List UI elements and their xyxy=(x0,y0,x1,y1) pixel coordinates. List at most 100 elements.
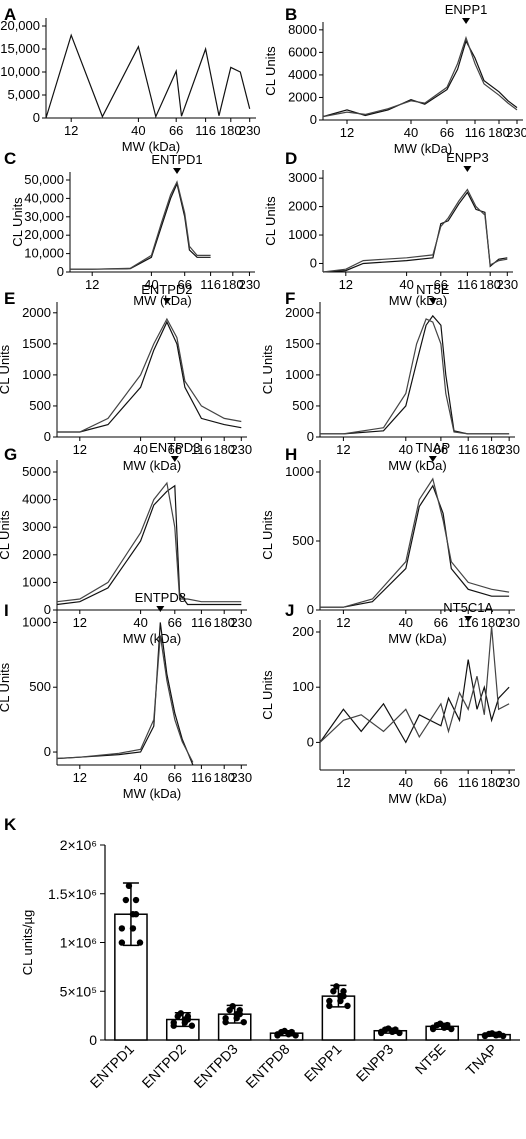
y-tick-label: 2×10⁶ xyxy=(60,837,97,853)
x-tick-label: 12 xyxy=(73,770,87,785)
y-tick-label: 1.5×10⁶ xyxy=(48,886,97,902)
data-point xyxy=(344,1002,351,1010)
category-label: NT5E xyxy=(412,1041,449,1078)
series-line xyxy=(322,188,508,273)
x-axis-title: MW (kDa) xyxy=(123,786,182,801)
category-label: ENPP3 xyxy=(353,1041,397,1085)
y-axis-title: CL Units xyxy=(10,197,25,247)
y-axis-title: CL Units xyxy=(260,344,275,394)
series-line xyxy=(322,39,518,118)
x-tick-label: 66 xyxy=(168,442,182,457)
data-point xyxy=(122,896,130,904)
y-tick-label: 2000 xyxy=(22,547,51,562)
x-tick-label: 230 xyxy=(498,615,520,630)
x-tick-label: 40 xyxy=(399,775,413,790)
category-label: ENTPD1 xyxy=(87,1041,138,1092)
y-axis-title: CL Units xyxy=(260,510,275,560)
y-axis-title: CL Units xyxy=(263,46,278,96)
peak-arrowhead xyxy=(173,168,182,174)
y-tick-label: 0 xyxy=(44,744,51,759)
x-tick-label: 180 xyxy=(481,615,503,630)
x-tick-label: 40 xyxy=(144,277,158,292)
y-tick-label: 1×10⁶ xyxy=(60,935,97,951)
y-tick-label: 20,000 xyxy=(0,18,40,33)
x-tick-label: 116 xyxy=(458,442,479,457)
x-tick-label: 180 xyxy=(222,277,244,292)
y-tick-label: 1000 xyxy=(285,464,314,479)
y-tick-label: 0 xyxy=(310,255,317,270)
x-tick-label: 230 xyxy=(230,615,252,630)
x-tick-label: 40 xyxy=(399,442,413,457)
peak-arrowhead xyxy=(463,166,472,172)
data-point xyxy=(118,939,126,946)
x-tick-label: 12 xyxy=(64,123,78,138)
y-tick-label: 100 xyxy=(292,679,314,694)
x-tick-label: 230 xyxy=(496,277,518,292)
y-tick-label: 2000 xyxy=(288,199,317,214)
series-line xyxy=(70,181,211,270)
category-label: ENTPD8 xyxy=(242,1041,293,1092)
x-tick-label: 66 xyxy=(177,277,191,292)
series-line xyxy=(57,320,242,433)
x-tick-label: 180 xyxy=(220,123,242,138)
y-tick-label: 2000 xyxy=(285,305,314,320)
category-label: TNAP xyxy=(462,1041,500,1079)
y-tick-label: 0 xyxy=(307,734,314,749)
data-point xyxy=(184,1013,192,1020)
x-tick-label: 116 xyxy=(195,123,216,138)
x-tick-label: 116 xyxy=(458,775,479,790)
x-tick-label: 40 xyxy=(399,277,413,292)
data-point xyxy=(240,1018,247,1026)
y-tick-label: 2000 xyxy=(288,89,317,104)
series-line xyxy=(320,484,510,608)
x-tick-label: 40 xyxy=(131,123,145,138)
x-tick-label: 180 xyxy=(481,775,503,790)
y-tick-label: 6000 xyxy=(288,44,317,59)
y-tick-label: 1500 xyxy=(285,336,314,351)
y-tick-label: 10,000 xyxy=(24,246,64,261)
series-line xyxy=(320,477,510,608)
protein-label: ENPP1 xyxy=(445,2,488,17)
peak-arrowhead xyxy=(462,18,471,24)
x-tick-label: 66 xyxy=(434,442,448,457)
y-tick-label: 0 xyxy=(44,602,51,617)
category-label: ENTPD2 xyxy=(139,1041,190,1092)
protein-label: NT5E xyxy=(416,282,450,297)
y-tick-label: 1000 xyxy=(22,367,51,382)
x-tick-label: 66 xyxy=(168,770,182,785)
y-tick-label: 1000 xyxy=(22,614,51,629)
y-tick-label: 30,000 xyxy=(24,209,64,224)
x-tick-label: 12 xyxy=(340,125,354,140)
panel-letter: I xyxy=(4,601,9,620)
protein-label: NT5C1A xyxy=(443,600,493,615)
x-tick-label: 180 xyxy=(479,277,501,292)
data-point xyxy=(170,1019,177,1026)
y-tick-label: 1000 xyxy=(288,227,317,242)
series-line xyxy=(319,626,510,743)
protein-label: ENTPD2 xyxy=(141,282,192,297)
x-tick-label: 12 xyxy=(336,615,350,630)
x-tick-label: 180 xyxy=(213,770,235,785)
x-tick-label: 40 xyxy=(399,615,413,630)
y-tick-label: 500 xyxy=(29,679,51,694)
panel-letter: K xyxy=(4,815,17,834)
x-tick-label: 40 xyxy=(133,442,147,457)
series-line xyxy=(320,318,510,435)
x-tick-label: 12 xyxy=(336,775,350,790)
data-point xyxy=(392,1026,399,1033)
x-tick-label: 66 xyxy=(434,615,448,630)
category-label: ENTPD3 xyxy=(190,1041,241,1092)
data-point xyxy=(330,988,337,995)
x-axis-title: MW (kDa) xyxy=(394,141,453,156)
x-axis-title: MW (kDa) xyxy=(133,293,192,308)
series-line xyxy=(56,635,194,763)
x-tick-label: 180 xyxy=(488,125,510,140)
data-point xyxy=(448,1025,455,1033)
panel-letter: B xyxy=(285,5,297,24)
